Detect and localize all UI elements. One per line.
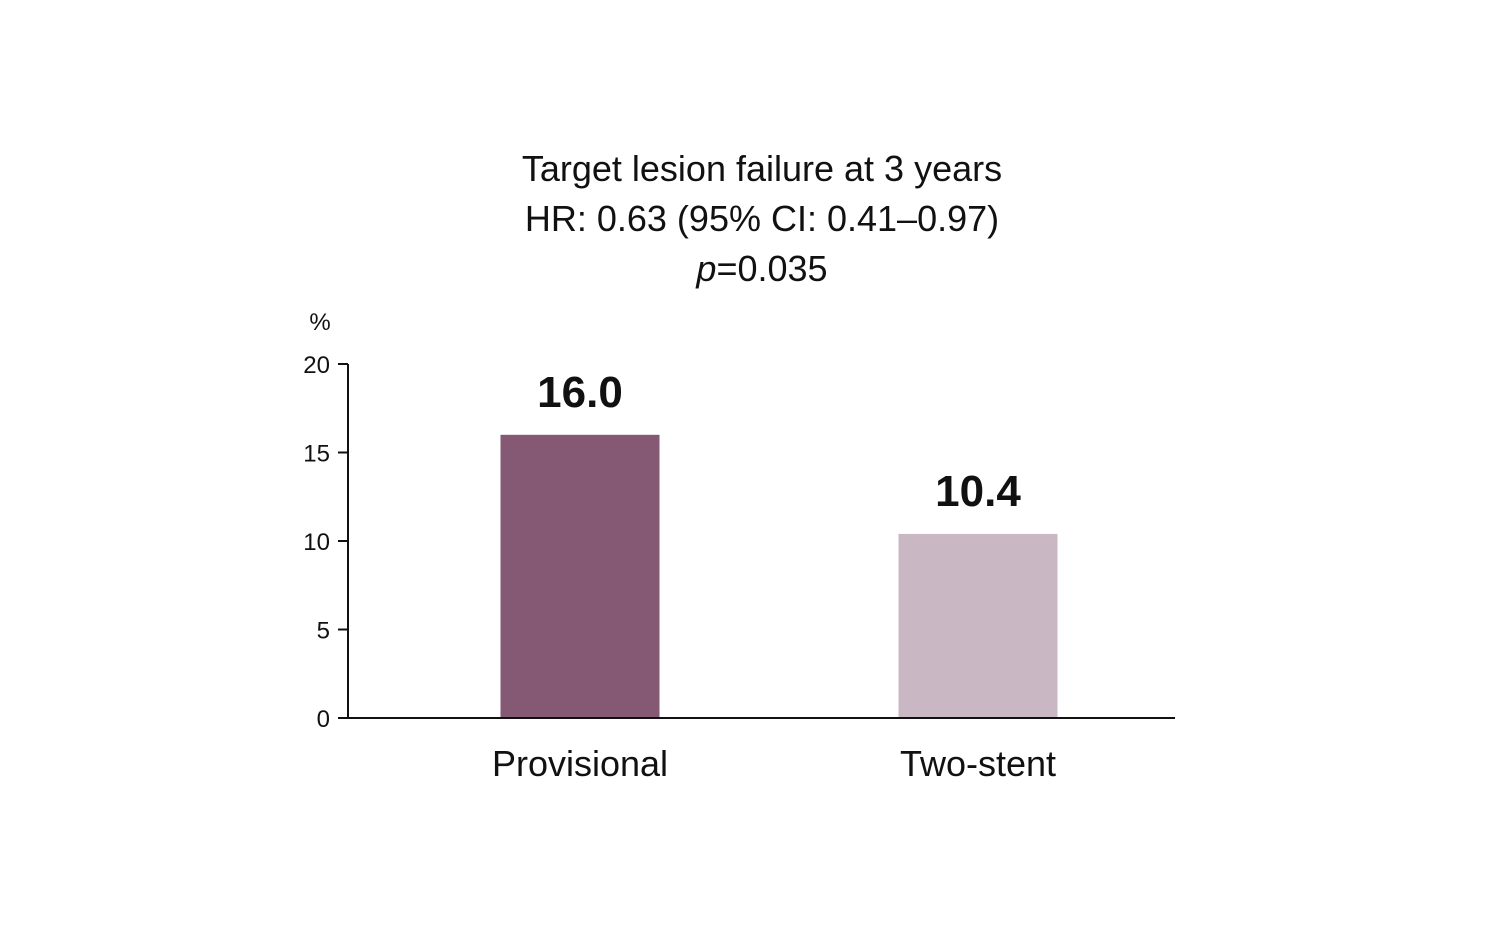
- y-tick-label: 20: [303, 352, 330, 379]
- bars-group: [500, 434, 1058, 718]
- chart-p-value: p=0.035: [695, 248, 827, 289]
- chart-subtitle: HR: 0.63 (95% CI: 0.41–0.97): [525, 198, 999, 239]
- y-axis-unit-label: %: [309, 309, 330, 336]
- bar-value-label: 16.0: [537, 368, 623, 417]
- category-label: Two-stent: [900, 743, 1056, 784]
- data-labels-group: 16.0 10.4: [537, 368, 1021, 516]
- bar-value-label: 10.4: [935, 467, 1021, 516]
- y-tick-label: 5: [317, 618, 330, 645]
- y-tick-label: 0: [317, 706, 330, 733]
- bar-two-stent: [898, 533, 1058, 718]
- bar-provisional: [500, 434, 660, 718]
- p-value-italic: p: [695, 248, 716, 289]
- category-labels-group: Provisional Two-stent: [492, 743, 1056, 784]
- category-label: Provisional: [492, 743, 668, 784]
- p-value-rest: =0.035: [716, 248, 827, 289]
- chart-title: Target lesion failure at 3 years: [522, 148, 1002, 189]
- y-tick-label: 15: [303, 441, 330, 468]
- y-axis-ticks: 0 5 10 15 20: [303, 352, 348, 733]
- y-tick-label: 10: [303, 529, 330, 556]
